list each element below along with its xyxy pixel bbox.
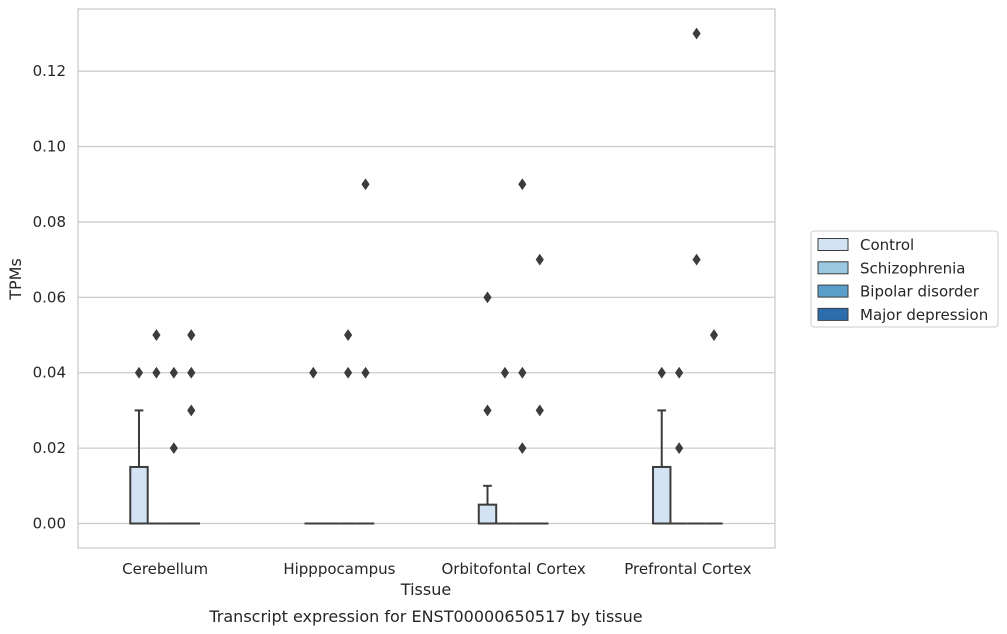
gridlines bbox=[78, 70, 775, 525]
outlier-point bbox=[152, 366, 161, 379]
x-tick-label: Cerebellum bbox=[122, 560, 208, 578]
legend-label: Major depression bbox=[860, 306, 988, 324]
y-tick-labels: 0.00 0.02 0.04 0.06 0.08 0.10 0.12 bbox=[33, 62, 66, 532]
x-tick-label: Prefrontal Cortex bbox=[624, 560, 751, 578]
y-axis-label: TPMs bbox=[6, 258, 25, 301]
outlier-point bbox=[344, 366, 353, 379]
outlier-point bbox=[692, 27, 701, 40]
box bbox=[477, 503, 498, 525]
outlier-point bbox=[709, 329, 719, 341]
outlier-point bbox=[152, 329, 161, 341]
plot-frame bbox=[77, 8, 776, 549]
outlier-point bbox=[361, 178, 370, 191]
outlier-point bbox=[535, 253, 544, 266]
outlier-point bbox=[518, 442, 527, 455]
legend-swatch bbox=[817, 261, 849, 275]
legend: Control Schizophrenia Bipolar disorder Majo… bbox=[810, 230, 999, 328]
box-group bbox=[652, 409, 672, 525]
boxes bbox=[129, 409, 723, 525]
box-group bbox=[477, 484, 498, 525]
y-tick-label: 0.12 bbox=[33, 62, 66, 80]
outlier-point bbox=[344, 329, 353, 341]
legend-frame bbox=[810, 230, 999, 328]
outlier-point bbox=[187, 404, 196, 417]
outlier-point bbox=[657, 366, 666, 379]
y-tick-label: 0.08 bbox=[33, 213, 66, 231]
outlier-point bbox=[535, 404, 544, 417]
outlier-point bbox=[187, 329, 196, 341]
outlier-point bbox=[518, 178, 527, 191]
outlier-point bbox=[675, 442, 684, 455]
chart-caption: Transcript expression for ENST0000065051… bbox=[208, 607, 642, 626]
legend-label: Schizophrenia bbox=[860, 259, 965, 277]
outliers bbox=[134, 27, 719, 455]
outlier-point bbox=[483, 404, 492, 417]
box-group bbox=[129, 409, 149, 525]
x-tick-label: Hipppocampus bbox=[283, 560, 395, 578]
outlier-point bbox=[169, 442, 178, 455]
y-tick-label: 0.00 bbox=[33, 515, 66, 533]
legend-swatch bbox=[817, 238, 849, 251]
box bbox=[129, 465, 149, 525]
box bbox=[652, 465, 672, 525]
y-tick-label: 0.10 bbox=[33, 138, 66, 156]
outlier-point bbox=[134, 366, 144, 379]
outlier-point bbox=[483, 291, 492, 304]
outlier-point bbox=[675, 366, 684, 379]
outlier-point bbox=[518, 366, 527, 379]
legend-label: Bipolar disorder bbox=[860, 283, 980, 301]
y-tick-label: 0.06 bbox=[33, 288, 66, 306]
outlier-point bbox=[169, 366, 178, 379]
outlier-point bbox=[361, 366, 370, 379]
y-tick-label: 0.02 bbox=[33, 439, 66, 457]
x-tick-labels: Cerebellum Hipppocampus Orbitofontal Corte… bbox=[122, 560, 751, 578]
outlier-point bbox=[187, 366, 196, 379]
legend-swatch bbox=[817, 307, 849, 321]
legend-label: Control bbox=[860, 236, 914, 254]
y-tick-label: 0.04 bbox=[33, 364, 66, 382]
x-axis-label: Tissue bbox=[400, 580, 451, 599]
legend-swatch bbox=[817, 284, 849, 298]
x-tick-label: Orbitofontal Cortex bbox=[442, 560, 586, 578]
outlier-point bbox=[500, 366, 509, 379]
outlier-point bbox=[692, 253, 701, 266]
outlier-point bbox=[309, 366, 318, 379]
